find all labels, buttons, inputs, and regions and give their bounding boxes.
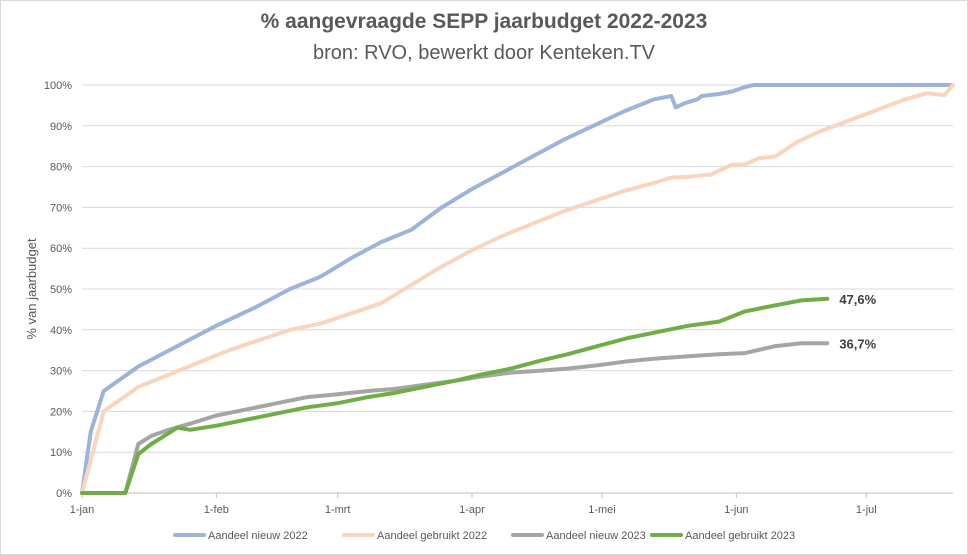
x-tick-label: 1-mrt	[325, 504, 351, 516]
legend-label-4: Aandeel gebruikt 2023	[685, 530, 795, 542]
y-tick-label: 10%	[50, 447, 72, 459]
x-tick-label: 1-jul	[856, 504, 877, 516]
x-tick-label: 1-mei	[588, 504, 616, 516]
legend-label-3: Aandeel nieuw 2023	[546, 530, 646, 542]
y-tick-label: 60%	[50, 243, 72, 255]
end-label-series-4: 47,6%	[839, 292, 876, 307]
end-labels: 36,7% 47,6%	[839, 292, 876, 351]
y-tick-label: 100%	[44, 80, 72, 92]
legend: Aandeel nieuw 2022 Aandeel gebruikt 2022 A…	[173, 530, 795, 542]
chart-title: % aangevraagde SEPP jaarbudget 2022-2023	[260, 10, 708, 33]
x-tick-label: 1-apr	[459, 504, 485, 516]
legend-label-2: Aandeel gebruikt 2022	[377, 530, 487, 542]
x-tick-label: 1-jun	[724, 504, 748, 516]
x-axis-ticks: 1-jan 1-feb 1-mrt 1-apr 1-mei 1-jun 1-jul	[70, 492, 953, 516]
y-tick-label: 30%	[50, 366, 72, 378]
y-tick-label: 0%	[56, 488, 72, 500]
y-tick-label: 20%	[50, 406, 72, 418]
series-line-2	[80, 83, 955, 495]
y-axis-ticks: 0% 10% 20% 30% 40% 50% 60% 70% 80% 90% 100%	[44, 80, 72, 500]
end-label-series-3: 36,7%	[839, 336, 876, 351]
series-line-1	[80, 83, 955, 495]
y-tick-label: 90%	[50, 121, 72, 133]
series-line-4	[80, 296, 830, 495]
x-tick-label: 1-feb	[204, 504, 229, 516]
y-axis-title: % van jaarbudget	[24, 238, 39, 340]
y-tick-label: 70%	[50, 202, 72, 214]
y-tick-label: 40%	[50, 325, 72, 337]
legend-label-1: Aandeel nieuw 2022	[208, 530, 308, 542]
chart-subtitle: bron: RVO, bewerkt door Kenteken.TV	[312, 42, 656, 64]
series-lines	[80, 83, 955, 495]
x-tick-label: 1-jan	[70, 504, 94, 516]
y-tick-label: 50%	[50, 284, 72, 296]
gridlines	[82, 84, 953, 494]
y-tick-label: 80%	[50, 162, 72, 174]
